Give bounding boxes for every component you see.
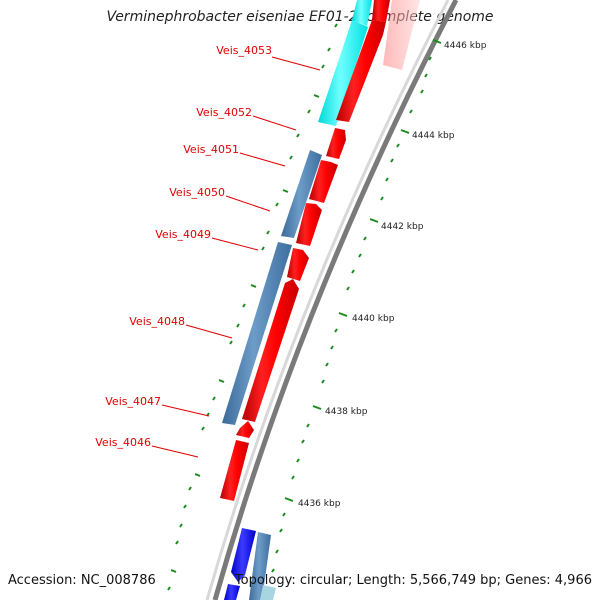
gene-veis-4053-top: [352, 0, 372, 26]
gene-veis-4047: [236, 421, 254, 438]
scale-label: 4438 kbp: [325, 407, 368, 417]
gene-label: Veis_4052: [196, 106, 252, 119]
scale-labels: 4446 kbp 4444 kbp 4442 kbp 4440 kbp 4438…: [298, 41, 487, 509]
gene-veis-4048: [222, 242, 292, 425]
forward-strand-genes: [220, 0, 390, 501]
gene-label: Veis_4046: [95, 436, 151, 449]
scale-label: 4440 kbp: [352, 314, 395, 324]
gene-label: Veis_4051: [183, 143, 239, 156]
inner-tick-track: [167, 23, 338, 591]
gene-veis-4048-fwd: [242, 279, 299, 422]
topology-summary: Topology: circular; Length: 5,566,749 bp…: [234, 573, 592, 588]
gene-top-fwd: [372, 0, 390, 22]
gene-label: Veis_4048: [129, 315, 185, 328]
gene-label: Veis_4053: [216, 44, 272, 57]
reverse-strand-genes: [222, 0, 372, 600]
gene-label: Veis_4049: [155, 228, 211, 241]
gene-blue-1: [231, 528, 256, 582]
gene-label: Veis_4047: [105, 395, 161, 408]
accession-label: Accession: NC_008786: [8, 573, 156, 588]
gc-skew-band: [383, 0, 420, 70]
backbone-outer: [212, 0, 459, 600]
scale-label: 4436 kbp: [298, 499, 341, 509]
scale-label: 4446 kbp: [444, 41, 487, 51]
gene-leader-lines: [151, 56, 321, 458]
gene-label: Veis_4050: [169, 186, 225, 199]
gene-light-1: [260, 585, 276, 600]
gene-veis-4046: [220, 440, 249, 501]
gene-veis-4050: [281, 150, 322, 238]
gene-veis-4050-fwd: [296, 203, 322, 246]
backbone-inner: [205, 0, 450, 600]
gene-reverse-bottom: [249, 532, 271, 600]
gene-veis-4049: [287, 248, 309, 281]
gene-veis-4052: [326, 128, 346, 159]
scale-label: 4442 kbp: [381, 222, 424, 232]
blue-strand-genes: [224, 528, 276, 600]
gene-veis-4053-fwd: [336, 20, 386, 122]
gene-veis-4053: [318, 20, 368, 126]
scale-label: 4444 kbp: [412, 131, 455, 141]
gene-blue-2: [224, 584, 240, 600]
gene-labels: Veis_4053 Veis_4052 Veis_4051 Veis_4050 …: [95, 44, 272, 449]
outer-tick-track: [271, 39, 442, 573]
gene-veis-4051: [309, 160, 338, 203]
